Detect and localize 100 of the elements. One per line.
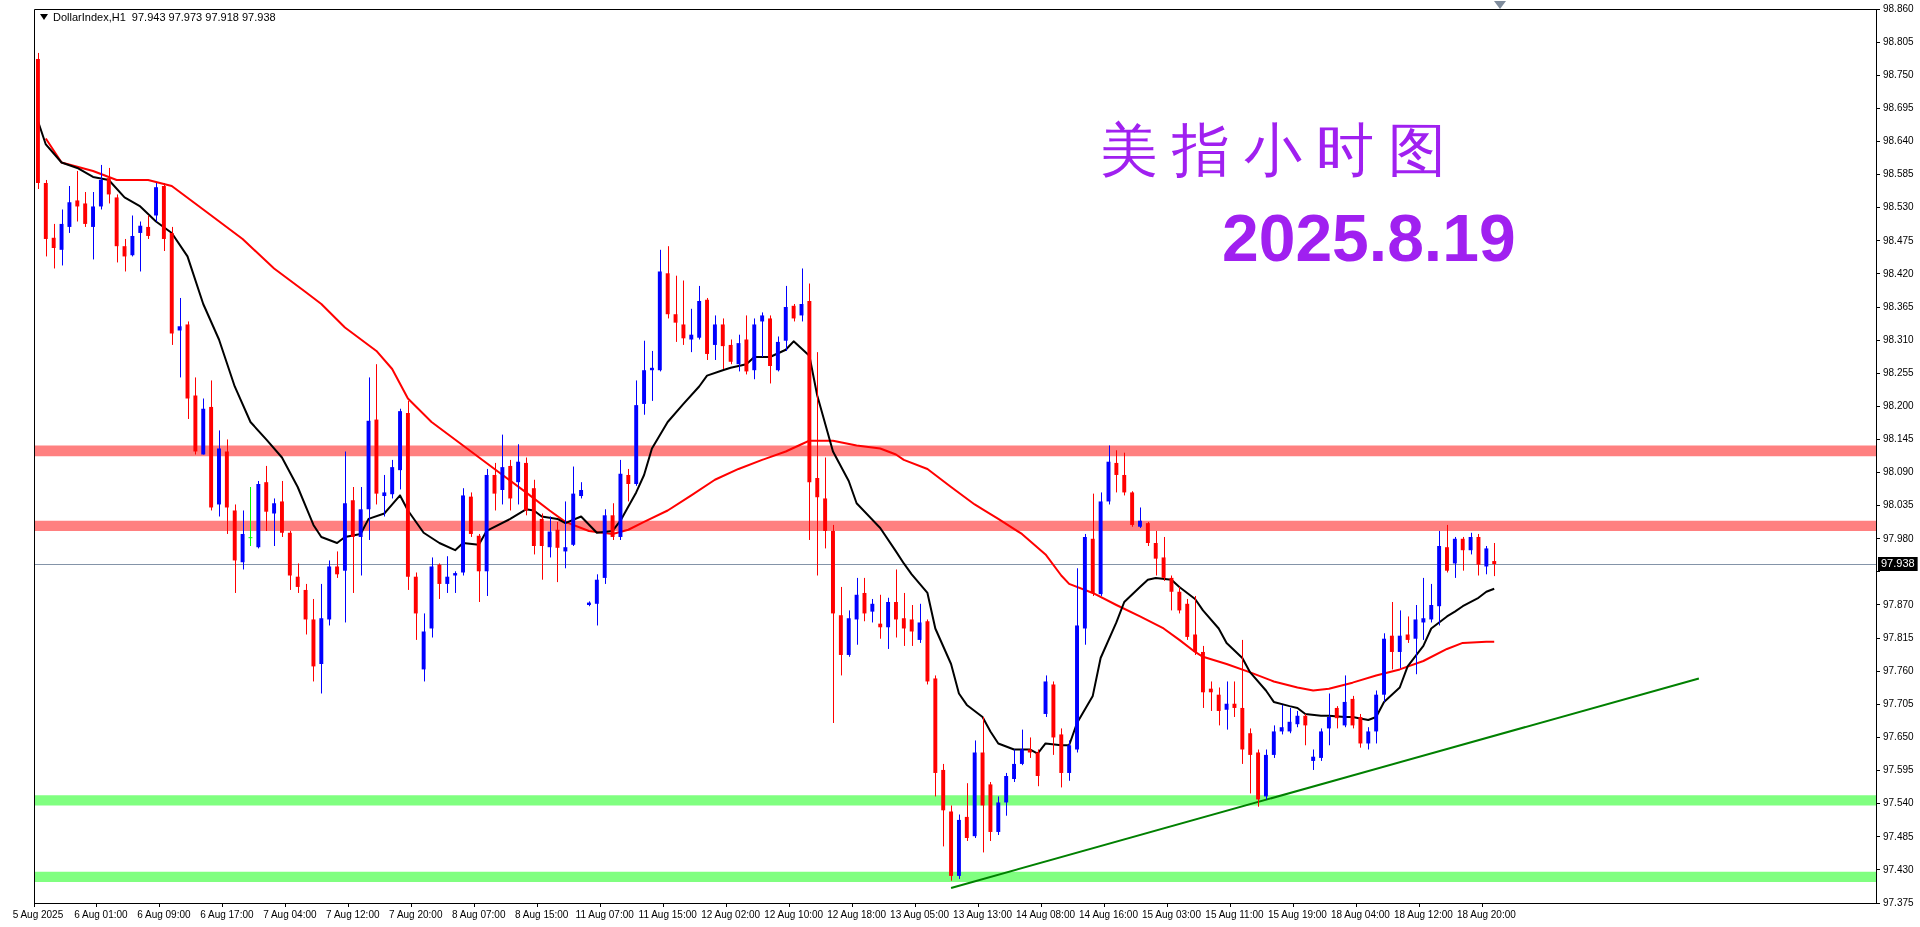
x-tick-label: 13 Aug 13:00 bbox=[953, 908, 1013, 920]
candlestick bbox=[712, 314, 717, 361]
x-tick-label: 11 Aug 07:00 bbox=[575, 908, 635, 920]
candlestick bbox=[917, 603, 922, 644]
candlestick bbox=[1468, 532, 1473, 555]
candlestick bbox=[1366, 726, 1371, 750]
candlestick bbox=[909, 604, 914, 647]
x-tick-label: 12 Aug 18:00 bbox=[827, 908, 887, 920]
candlestick bbox=[1145, 521, 1150, 547]
candlestick bbox=[1248, 727, 1253, 794]
y-tick-label: 98.200 bbox=[1883, 400, 1915, 412]
candlestick bbox=[1326, 693, 1331, 746]
candlestick bbox=[1271, 724, 1276, 759]
candlestick bbox=[964, 782, 969, 842]
candlestick bbox=[1429, 583, 1434, 623]
y-tick-label: 97.650 bbox=[1883, 731, 1915, 743]
y-tick-label: 98.860 bbox=[1883, 2, 1915, 14]
candlestick bbox=[610, 502, 615, 541]
candlestick bbox=[728, 339, 733, 365]
y-tick-label: 98.805 bbox=[1883, 35, 1915, 47]
candlestick bbox=[1193, 595, 1198, 656]
x-tick-label: 8 Aug 07:00 bbox=[452, 908, 506, 920]
candlestick bbox=[1303, 713, 1308, 746]
candlestick bbox=[83, 191, 88, 228]
y-tick-label: 97.485 bbox=[1883, 830, 1915, 842]
candlestick bbox=[335, 550, 340, 579]
x-tick-label: 12 Aug 10:00 bbox=[764, 908, 824, 920]
candlestick bbox=[815, 351, 820, 576]
candlestick bbox=[295, 562, 300, 594]
candlestick bbox=[272, 497, 277, 547]
y-tick-label: 98.310 bbox=[1883, 333, 1915, 345]
candlestick bbox=[689, 308, 694, 353]
y-tick-label: 98.750 bbox=[1883, 68, 1915, 80]
x-tick-label: 15 Aug 11:00 bbox=[1205, 908, 1264, 920]
candlestick bbox=[500, 434, 505, 505]
y-tick-label: 98.420 bbox=[1883, 267, 1915, 279]
candlestick bbox=[1397, 609, 1402, 669]
x-tick-label: 18 Aug 04:00 bbox=[1330, 908, 1391, 920]
y-tick-label: 97.705 bbox=[1883, 698, 1915, 710]
y-tick-label: 98.145 bbox=[1883, 433, 1915, 445]
candlestick bbox=[1405, 615, 1410, 644]
candlestick bbox=[1027, 736, 1032, 759]
candlestick bbox=[130, 214, 135, 257]
candlestick bbox=[1019, 729, 1024, 766]
candlestick bbox=[1445, 524, 1449, 573]
candlestick bbox=[626, 468, 631, 502]
candlestick bbox=[138, 221, 143, 272]
candlestick bbox=[1224, 680, 1229, 731]
x-tick-label: 5 Aug 2025 bbox=[12, 908, 64, 920]
candlestick bbox=[1460, 536, 1465, 572]
candlestick bbox=[893, 568, 898, 639]
x-tick-label: 12 Aug 02:00 bbox=[701, 908, 761, 920]
y-tick-label: 98.585 bbox=[1883, 168, 1915, 180]
y-tick-label: 97.430 bbox=[1883, 863, 1915, 875]
candlestick bbox=[1342, 674, 1347, 728]
y-tick-label: 97.815 bbox=[1883, 631, 1915, 643]
text: 美指小时图 bbox=[1100, 115, 1460, 186]
candlestick bbox=[1035, 748, 1040, 787]
candlestick bbox=[1161, 536, 1166, 582]
candlestick bbox=[1334, 705, 1339, 729]
x-tick-label: 14 Aug 16:00 bbox=[1079, 908, 1139, 920]
x-tick-label: 11 Aug 15:00 bbox=[638, 908, 698, 920]
x-tick-label: 18 Aug 12:00 bbox=[1393, 908, 1454, 920]
y-tick-label: 97.760 bbox=[1883, 664, 1915, 676]
candlestick bbox=[1012, 748, 1017, 783]
x-tick-label: 13 Aug 05:00 bbox=[890, 908, 950, 920]
x-tick-label: 18 Aug 20:00 bbox=[1456, 908, 1517, 920]
x-tick-label: 6 Aug 17:00 bbox=[200, 908, 254, 920]
ref-line-label: 97.938 bbox=[1881, 557, 1915, 570]
candlestick bbox=[1122, 452, 1127, 496]
candlestick bbox=[146, 214, 151, 240]
candlestick bbox=[75, 170, 80, 223]
candlestick bbox=[177, 297, 182, 378]
candlestick bbox=[516, 443, 521, 505]
candlestick bbox=[382, 474, 387, 517]
y-tick-label: 98.365 bbox=[1883, 300, 1915, 312]
candlestick bbox=[547, 516, 552, 558]
candlestick bbox=[106, 167, 111, 204]
y-tick-label: 98.255 bbox=[1883, 366, 1915, 378]
x-tick-label: 6 Aug 01:00 bbox=[74, 908, 129, 920]
y-tick-label: 97.870 bbox=[1883, 598, 1915, 610]
x-tick-label: 8 Aug 15:00 bbox=[515, 908, 569, 920]
x-tick-label: 14 Aug 08:00 bbox=[1016, 908, 1076, 920]
y-tick-label: 97.980 bbox=[1883, 532, 1915, 544]
candlestick bbox=[720, 317, 725, 370]
candlestick bbox=[51, 223, 56, 269]
candlestick bbox=[1421, 577, 1426, 641]
candlestick bbox=[1287, 707, 1292, 734]
y-tick-label: 98.475 bbox=[1883, 234, 1915, 246]
candlestick bbox=[870, 598, 875, 623]
candlestick bbox=[1138, 506, 1142, 529]
candlestick bbox=[445, 555, 450, 594]
x-tick-label: 7 Aug 04:00 bbox=[263, 908, 317, 920]
candlestick bbox=[1311, 748, 1316, 771]
candlestick bbox=[1177, 586, 1182, 614]
candlestick bbox=[1389, 601, 1394, 670]
annotation: DollarIndex,H1 97.943 97.973 97.918 97.938 bbox=[53, 11, 276, 23]
candlestick bbox=[437, 562, 442, 600]
x-tick-label: 6 Aug 09:00 bbox=[137, 908, 192, 920]
candlestick bbox=[673, 275, 678, 343]
